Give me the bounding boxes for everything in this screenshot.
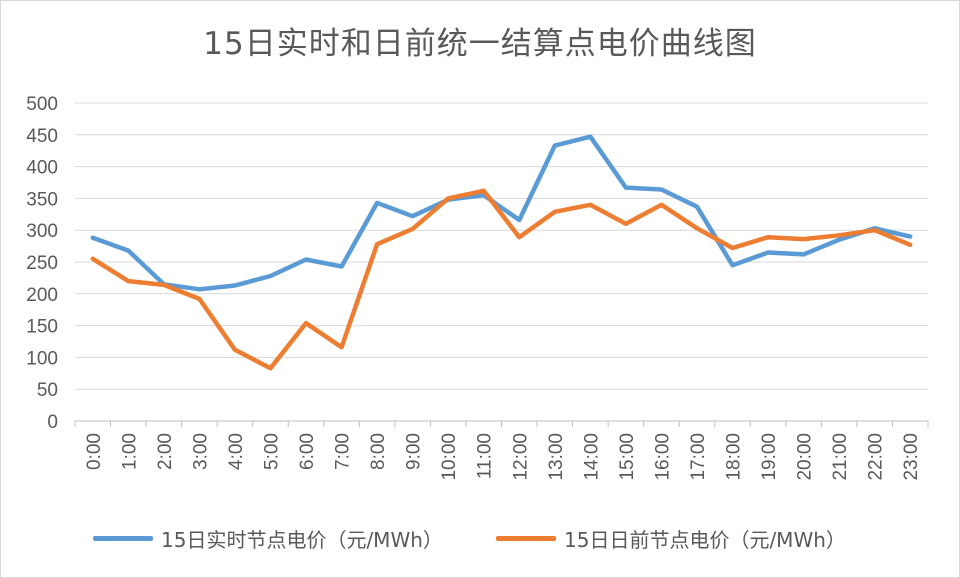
x-tick-label: 18:00 — [724, 433, 745, 481]
series-line-realtime — [90, 134, 913, 292]
y-tick-label: 150 — [26, 317, 58, 338]
x-tick-label: 8:00 — [368, 433, 389, 470]
y-tick-label: 50 — [37, 380, 58, 401]
chart-title: 15日实时和日前统一结算点电价曲线图 — [203, 26, 757, 62]
x-tick-label: 10:00 — [439, 433, 460, 481]
y-tick-label: 300 — [26, 221, 58, 242]
y-tick-label: 250 — [26, 253, 58, 274]
legend-item-realtime: 15日实时节点电价（元/MWh） — [93, 524, 443, 553]
x-tick-label: 21:00 — [830, 433, 851, 481]
x-tick-label: 3:00 — [190, 433, 211, 470]
legend-label-dayahead: 15日日前节点电价（元/MWh） — [564, 528, 846, 552]
y-tick-label: 200 — [26, 285, 58, 306]
y-tick-label: 350 — [26, 189, 58, 210]
x-tick-label: 12:00 — [510, 433, 531, 481]
x-tick-label: 6:00 — [297, 433, 318, 470]
x-tick-label: 0:00 — [84, 433, 105, 470]
x-tick-label: 15:00 — [617, 433, 638, 481]
x-axis: 0:00 1:00 2:00 3:00 4:00 5:00 6:00 7:00 8:00 9:00… — [74, 421, 929, 481]
x-tick-label: 9:00 — [404, 433, 425, 470]
x-tick-label: 4:00 — [226, 433, 247, 470]
legend-label-realtime: 15日实时节点电价（元/MWh） — [161, 528, 443, 552]
x-tick-label: 13:00 — [546, 433, 567, 481]
x-tick-label: 7:00 — [333, 433, 354, 470]
series-lines — [90, 134, 913, 371]
y-tick-label: 0 — [47, 412, 58, 433]
x-tick-label: 23:00 — [901, 433, 922, 481]
x-tick-label: 22:00 — [866, 433, 887, 481]
y-tick-label: 400 — [26, 158, 58, 179]
legend-item-dayahead: 15日日前节点电价（元/MWh） — [496, 524, 846, 553]
x-tick-label: 20:00 — [795, 433, 816, 481]
series-line-dayahead — [90, 188, 913, 371]
x-tick-label: 19:00 — [759, 433, 780, 481]
y-tick-label: 100 — [26, 348, 58, 369]
y-tick-label: 500 — [26, 94, 58, 115]
x-tick-label: 1:00 — [119, 433, 140, 470]
legend-swatch-dayahead — [496, 536, 556, 541]
x-tick-label: 14:00 — [581, 433, 602, 481]
x-tick-label: 17:00 — [688, 433, 709, 481]
legend-swatch-realtime — [93, 536, 153, 541]
y-tick-label: 450 — [26, 126, 58, 147]
x-tick-label: 11:00 — [475, 433, 496, 479]
legend: 15日实时节点电价（元/MWh） 15日日前节点电价（元/MWh） — [0, 524, 960, 554]
y-axis: 0 50 100 150 200 250 300 350 400 450 500 — [26, 94, 58, 433]
x-tick-label: 16:00 — [652, 433, 673, 481]
x-tick-label: 2:00 — [155, 433, 176, 470]
x-tick-label: 5:00 — [261, 433, 282, 470]
gridlines — [75, 102, 928, 422]
